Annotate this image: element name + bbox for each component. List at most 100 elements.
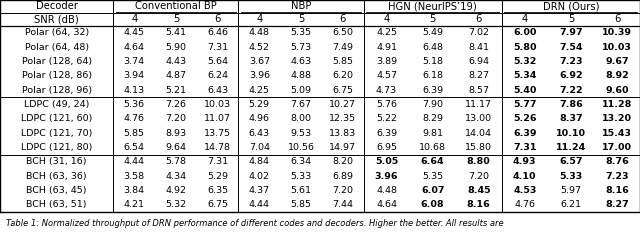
Text: 4.10: 4.10: [513, 172, 536, 181]
Text: 5.33: 5.33: [291, 172, 312, 181]
Text: 7.49: 7.49: [332, 43, 353, 52]
Text: 3.67: 3.67: [249, 57, 270, 66]
Text: 15.80: 15.80: [465, 143, 492, 152]
Text: 6.64: 6.64: [421, 157, 444, 166]
Text: DRN (Ours): DRN (Ours): [543, 1, 599, 11]
Text: 5.32: 5.32: [165, 201, 186, 209]
Text: 5.33: 5.33: [559, 172, 582, 181]
Text: 4.45: 4.45: [124, 28, 145, 37]
Text: 6.07: 6.07: [421, 186, 444, 195]
Text: 5.85: 5.85: [291, 201, 312, 209]
Text: 6.21: 6.21: [561, 201, 581, 209]
Text: 5: 5: [298, 14, 304, 24]
Text: LDPC (121, 60): LDPC (121, 60): [21, 114, 92, 123]
Text: 8.20: 8.20: [332, 157, 353, 166]
Text: Conventional BP: Conventional BP: [135, 1, 217, 11]
Text: 7.23: 7.23: [605, 172, 628, 181]
Text: 7.54: 7.54: [559, 43, 582, 52]
Text: 10.27: 10.27: [329, 100, 356, 109]
Text: 4.84: 4.84: [249, 157, 270, 166]
Text: 4.73: 4.73: [376, 86, 397, 95]
Text: 13.75: 13.75: [204, 129, 231, 138]
Text: 6.39: 6.39: [376, 129, 397, 138]
Text: 4.53: 4.53: [513, 186, 536, 195]
Text: NBP: NBP: [291, 1, 311, 11]
Text: 6.39: 6.39: [422, 86, 444, 95]
Text: Decoder: Decoder: [36, 1, 77, 11]
Text: 5.18: 5.18: [422, 57, 443, 66]
Text: 6.18: 6.18: [422, 71, 443, 80]
Text: 7.31: 7.31: [513, 143, 536, 152]
Text: 5.29: 5.29: [249, 100, 270, 109]
Text: 5.29: 5.29: [207, 172, 228, 181]
Text: 5.22: 5.22: [376, 114, 397, 123]
Text: 4.64: 4.64: [124, 43, 145, 52]
Text: 5.85: 5.85: [332, 57, 353, 66]
Text: Polar (128, 86): Polar (128, 86): [22, 71, 92, 80]
Text: 6.08: 6.08: [421, 201, 444, 209]
Text: 5.26: 5.26: [513, 114, 536, 123]
Text: 8.00: 8.00: [291, 114, 312, 123]
Text: HGN (NeurIPS’19): HGN (NeurIPS’19): [388, 1, 477, 11]
Text: 4.96: 4.96: [249, 114, 270, 123]
Text: 5.34: 5.34: [513, 71, 536, 80]
Text: 6.48: 6.48: [422, 43, 443, 52]
Text: Polar (64, 48): Polar (64, 48): [24, 43, 89, 52]
Text: 4.43: 4.43: [165, 57, 186, 66]
Text: 4: 4: [131, 14, 138, 24]
Text: 5: 5: [429, 14, 436, 24]
Text: 8.27: 8.27: [468, 71, 489, 80]
Text: BCH (63, 45): BCH (63, 45): [26, 186, 87, 195]
Text: Table 1: Normalized throughput of DRN performance of different codes and decoder: Table 1: Normalized throughput of DRN pe…: [6, 219, 504, 228]
Text: 15.43: 15.43: [602, 129, 632, 138]
Text: 8.27: 8.27: [605, 201, 629, 209]
Text: 4: 4: [522, 14, 528, 24]
Text: 6.75: 6.75: [207, 201, 228, 209]
Text: 11.17: 11.17: [465, 100, 492, 109]
Text: BCH (31, 16): BCH (31, 16): [26, 157, 87, 166]
Text: 7.31: 7.31: [207, 43, 228, 52]
Text: 4.02: 4.02: [249, 172, 270, 181]
Text: 4.64: 4.64: [376, 201, 397, 209]
Text: 6.35: 6.35: [207, 186, 228, 195]
Text: 13.83: 13.83: [329, 129, 356, 138]
Text: 4.34: 4.34: [165, 172, 186, 181]
Text: 7.86: 7.86: [559, 100, 583, 109]
Text: 3.58: 3.58: [124, 172, 145, 181]
Text: 9.60: 9.60: [605, 86, 628, 95]
Text: 6: 6: [339, 14, 346, 24]
Text: 6.43: 6.43: [207, 86, 228, 95]
Text: 5.85: 5.85: [124, 129, 145, 138]
Text: 3.96: 3.96: [249, 71, 270, 80]
Text: 7.20: 7.20: [165, 114, 186, 123]
Text: 9.64: 9.64: [165, 143, 186, 152]
Text: 5.78: 5.78: [165, 157, 186, 166]
Text: 5.76: 5.76: [376, 100, 397, 109]
Text: 4.52: 4.52: [249, 43, 270, 52]
Text: 6: 6: [476, 14, 482, 24]
Text: 6.20: 6.20: [332, 71, 353, 80]
Text: 5.61: 5.61: [291, 186, 312, 195]
Text: 5.35: 5.35: [291, 28, 312, 37]
Text: 7.20: 7.20: [468, 172, 489, 181]
Text: 5: 5: [568, 14, 574, 24]
Text: 4.63: 4.63: [291, 57, 312, 66]
Text: 6.46: 6.46: [207, 28, 228, 37]
Text: 8.29: 8.29: [422, 114, 443, 123]
Text: 5.40: 5.40: [513, 86, 536, 95]
Text: 8.76: 8.76: [605, 157, 629, 166]
Text: 8.93: 8.93: [165, 129, 186, 138]
Text: Polar (64, 32): Polar (64, 32): [24, 28, 89, 37]
Text: 5.05: 5.05: [375, 157, 398, 166]
Text: 4.91: 4.91: [376, 43, 397, 52]
Text: 4.76: 4.76: [124, 114, 145, 123]
Text: 4: 4: [383, 14, 390, 24]
Text: 6.75: 6.75: [332, 86, 353, 95]
Text: 5.35: 5.35: [422, 172, 444, 181]
Text: 17.00: 17.00: [602, 143, 632, 152]
Text: 9.53: 9.53: [291, 129, 312, 138]
Text: 14.97: 14.97: [329, 143, 356, 152]
Text: 11.28: 11.28: [602, 100, 632, 109]
Text: 3.74: 3.74: [124, 57, 145, 66]
Text: 5.49: 5.49: [422, 28, 443, 37]
